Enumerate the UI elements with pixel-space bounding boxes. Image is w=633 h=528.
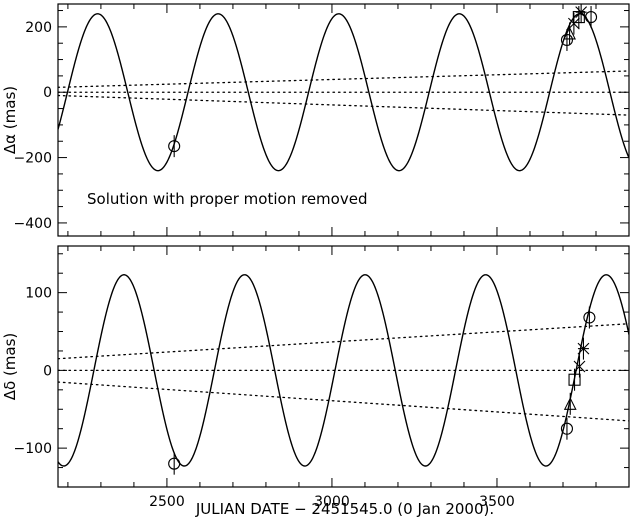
y-axis-label: Δδ (mas) — [1, 333, 19, 401]
circle-marker — [168, 457, 181, 470]
circle-marker — [168, 140, 181, 153]
cross-marker-stroke — [567, 17, 580, 30]
x-axis-label: JULIAN DATE − 2451545.0 (0 Jan 2000). — [195, 500, 494, 518]
observation-point — [573, 355, 586, 378]
top-panel: 200 0 −200 −400 Δα (mas) Solution with proper… — [1, 3, 630, 237]
square-marker — [568, 373, 581, 386]
observation-point — [568, 368, 581, 391]
plot-area — [58, 4, 629, 172]
observation-point — [577, 337, 590, 360]
observation-point — [563, 22, 576, 45]
observation-point — [584, 6, 598, 29]
observation-point — [583, 306, 596, 329]
plot-frame — [57, 3, 630, 237]
plot-area — [58, 274, 629, 475]
cross-marker-stroke — [573, 360, 586, 373]
circle-marker — [584, 11, 598, 24]
dotted-reference-line — [58, 323, 629, 360]
y-tick-label: 100 — [25, 286, 52, 302]
panel-annotation: Solution with proper motion removed — [87, 190, 367, 208]
y-tick-label: 0 — [43, 363, 52, 379]
triangle-marker — [563, 26, 576, 40]
bottom-panel: 100 0 −100 Δδ (mas) 2500 3000 3500 — [1, 245, 630, 510]
y-tick-label: 0 — [43, 85, 52, 101]
observation-point — [575, 4, 588, 24]
y-tick-label: −200 — [14, 151, 52, 167]
y-tick-label: 200 — [25, 20, 52, 36]
x-tick-label: 3500 — [479, 494, 515, 510]
dotted-reference-line — [58, 381, 629, 422]
orbit-model-curve — [58, 274, 629, 467]
observation-point — [168, 452, 181, 475]
y-tick-label: −400 — [14, 216, 52, 232]
dotted-reference-line — [58, 70, 629, 88]
plot-frame — [57, 245, 630, 488]
y-tick-label: −100 — [14, 441, 52, 457]
x-tick-label: 3000 — [314, 494, 350, 510]
orbit-model-curve — [58, 13, 629, 172]
observation-point — [563, 392, 577, 415]
y-axis-label: Δα (mas) — [1, 86, 19, 154]
triangle-marker — [563, 397, 577, 410]
circle-marker — [560, 422, 573, 435]
circle-marker — [583, 311, 596, 324]
dotted-reference-line — [58, 94, 629, 116]
observation-point — [560, 417, 573, 440]
x-tick-label: 2500 — [149, 494, 185, 510]
square-marker — [572, 11, 585, 24]
observation-point — [168, 135, 181, 158]
circle-marker — [560, 33, 573, 46]
